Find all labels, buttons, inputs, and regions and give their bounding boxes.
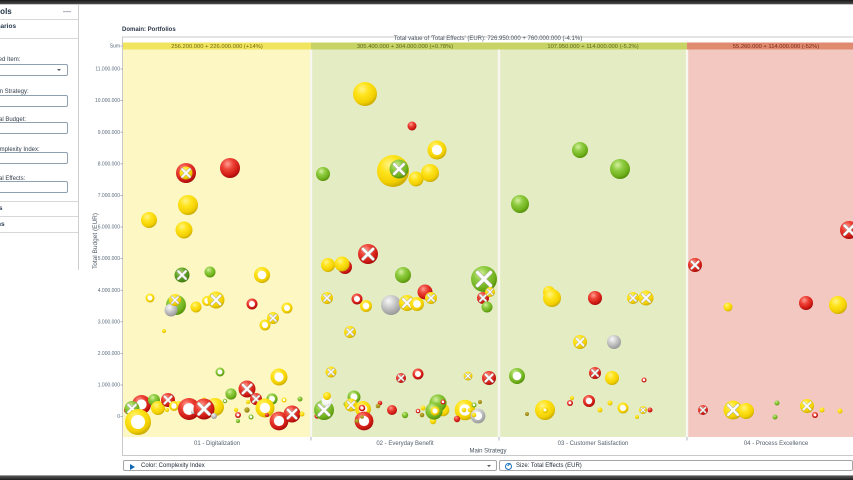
svg-text:5.000.000: 5.000.000 bbox=[98, 256, 120, 262]
svg-text:02 - Everyday Benefit: 02 - Everyday Benefit bbox=[376, 441, 434, 447]
svg-text:10.000.000: 10.000.000 bbox=[95, 98, 120, 104]
svg-text:01 - Digitalization: 01 - Digitalization bbox=[194, 441, 240, 447]
svg-text:Main Strategy: Main Strategy bbox=[469, 449, 506, 455]
svg-text:Total Budget (EUR): Total Budget (EUR) bbox=[92, 213, 99, 269]
svg-text:3.000.000: 3.000.000 bbox=[98, 319, 120, 325]
svg-text:9.000.000: 9.000.000 bbox=[98, 130, 120, 136]
svg-text:04 - Process Excellence: 04 - Process Excellence bbox=[744, 441, 809, 447]
svg-text:305.400.000 + 304.000.000 (+0.: 305.400.000 + 304.000.000 (+0.78%) bbox=[357, 44, 453, 50]
svg-text:6.000.000: 6.000.000 bbox=[98, 225, 120, 231]
svg-text:256.200.000 + 226.000.000 (+14: 256.200.000 + 226.000.000 (+14%) bbox=[171, 44, 263, 50]
svg-text:0: 0 bbox=[117, 414, 120, 420]
svg-text:4.000.000: 4.000.000 bbox=[98, 288, 120, 294]
svg-text:1.000.000: 1.000.000 bbox=[98, 383, 120, 389]
svg-text:Sum: Sum bbox=[110, 44, 120, 50]
svg-text:107.950.000 + 114.000.000 (-5.: 107.950.000 + 114.000.000 (-5.2%) bbox=[547, 44, 638, 50]
svg-text:Total value of 'Total Effects': Total value of 'Total Effects' (EUR): 72… bbox=[394, 36, 582, 42]
svg-text:2.000.000: 2.000.000 bbox=[98, 351, 120, 357]
svg-text:11.000.000: 11.000.000 bbox=[95, 67, 120, 73]
svg-text:55.260.000 + 114.000.000 (-52%: 55.260.000 + 114.000.000 (-52%) bbox=[733, 44, 819, 50]
svg-text:8.000.000: 8.000.000 bbox=[98, 161, 120, 167]
svg-text:7.000.000: 7.000.000 bbox=[98, 193, 120, 199]
svg-text:03 - Customer Satisfaction: 03 - Customer Satisfaction bbox=[558, 441, 629, 447]
